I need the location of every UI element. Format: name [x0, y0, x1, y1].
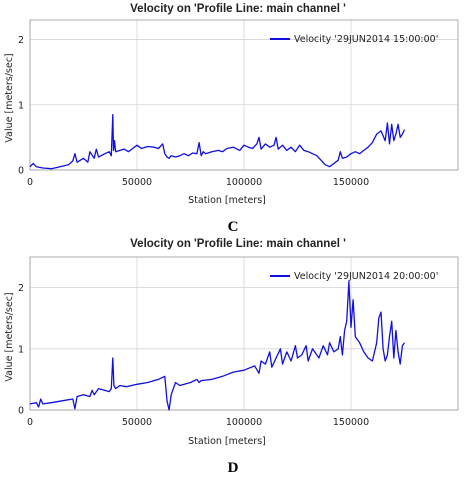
- chart-panel-d: Velocity on 'Profile Line: main channel …: [4, 238, 459, 476]
- plot-area-d: 0 50000 100000 150000 0 1 2 Velocity '29JUN2014…: [18, 256, 459, 428]
- caption-d: D: [228, 460, 239, 476]
- series-line-d: [29, 280, 406, 411]
- x-tick-label-d: 100000: [226, 417, 262, 428]
- x-tick-label-c: 0: [27, 177, 33, 188]
- legend-label-d: Velocity '29JUN2014 20:00:00': [294, 271, 438, 282]
- y-tick-label-c: 1: [18, 100, 24, 111]
- x-axis-label-d: Station [meters]: [188, 436, 266, 447]
- y-tick-label-c: 2: [18, 35, 24, 46]
- caption-c: C: [228, 219, 239, 235]
- y-tick-label-c: 0: [18, 166, 24, 177]
- x-tick-label-d: 50000: [122, 417, 152, 428]
- y-axis-label-d: Value [meters/sec]: [4, 292, 15, 381]
- y-tick-label-d: 0: [18, 406, 24, 417]
- x-tick-label-d: 150000: [333, 417, 369, 428]
- chart-title-c: Velocity on 'Profile Line: main channel …: [130, 3, 346, 15]
- x-tick-label-c: 100000: [226, 177, 262, 188]
- y-tick-label-d: 2: [18, 283, 24, 294]
- plot-frame-c: [29, 19, 459, 171]
- x-tick-label-d: 0: [27, 417, 33, 428]
- legend-label-c: Velocity '29JUN2014 15:00:00': [294, 34, 438, 45]
- plot-frame-d: [29, 256, 459, 411]
- y-tick-label-d: 1: [18, 344, 24, 355]
- x-tick-label-c: 50000: [122, 177, 152, 188]
- x-tick-label-c: 150000: [333, 177, 369, 188]
- chart-panel-c: Velocity on 'Profile Line: main channel …: [4, 3, 459, 235]
- series-line-c: [29, 113, 406, 170]
- plot-area-c: 0 50000 100000 150000 0 1 2 Velocity '29JUN2014…: [18, 19, 459, 188]
- chart-title-d: Velocity on 'Profile Line: main channel …: [130, 238, 346, 250]
- y-axis-label-c: Value [meters/sec]: [4, 53, 15, 142]
- x-axis-label-c: Station [meters]: [188, 195, 266, 206]
